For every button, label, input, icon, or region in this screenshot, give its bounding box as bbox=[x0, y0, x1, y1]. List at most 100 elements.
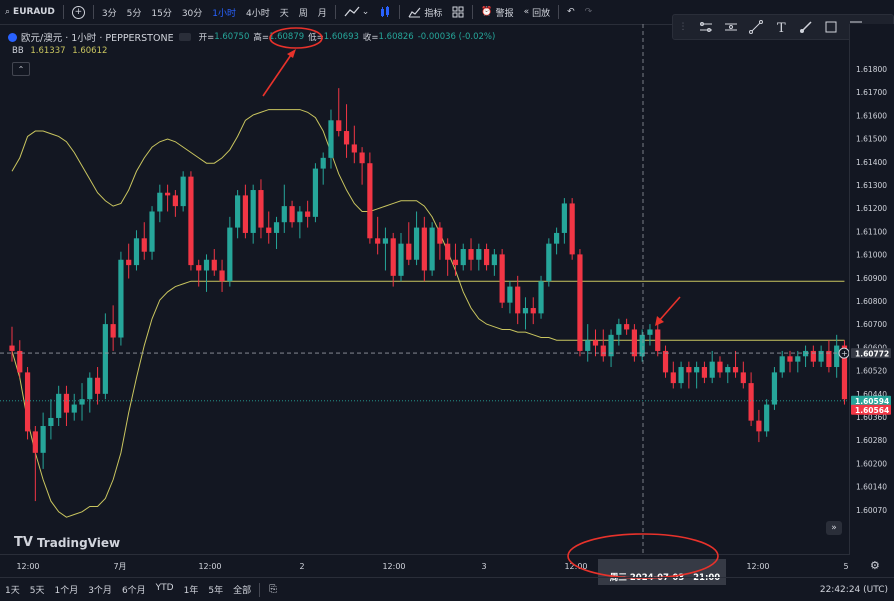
interval-8[interactable]: 月 bbox=[317, 8, 327, 19]
candle-body-40 bbox=[320, 157, 326, 169]
candle-body-83 bbox=[655, 329, 661, 351]
candle-body-30 bbox=[242, 195, 248, 233]
candle-body-72 bbox=[569, 203, 575, 255]
candle-body-94 bbox=[740, 372, 746, 384]
collapse-legend-button[interactable]: ⌃ bbox=[12, 62, 30, 76]
interval-7[interactable]: 周 bbox=[298, 8, 308, 19]
candle-body-23 bbox=[188, 176, 194, 266]
candle-body-17 bbox=[141, 238, 147, 252]
layouts-button[interactable] bbox=[447, 0, 469, 24]
axis-settings-button[interactable]: ⚙ bbox=[870, 559, 880, 572]
interval-2[interactable]: 15分 bbox=[151, 8, 172, 19]
legend-eye-icon[interactable] bbox=[178, 33, 191, 41]
range-5[interactable]: YTD bbox=[155, 583, 174, 593]
price-tick-0: 1.61800 bbox=[856, 65, 887, 74]
top-toolbar: ⌕ EURAUD + 3分 5分 15分 30分 1小时 4小时天周月 ⌄ 指标 ⏰ 警报… bbox=[0, 0, 894, 25]
price-tick-14: 1.60440 bbox=[856, 390, 887, 399]
price-axis-svg: 1.61800 1.61700 1.61600 1.61500 1.61400 1.613… bbox=[851, 65, 891, 515]
trend-lines-icon[interactable] bbox=[699, 20, 713, 34]
range-8[interactable]: 全部 bbox=[233, 586, 252, 596]
compare-button[interactable]: + bbox=[67, 0, 90, 24]
price-tick-19: 1.60070 bbox=[856, 506, 887, 515]
range-3[interactable]: 3个月 bbox=[88, 586, 112, 596]
candle-body-52 bbox=[413, 227, 420, 260]
drag-handle-icon[interactable]: ⋮ bbox=[678, 22, 688, 32]
interval-4[interactable]: 1小时 bbox=[212, 8, 237, 19]
replay-button[interactable]: « 回放 bbox=[519, 0, 556, 24]
candle-body-96 bbox=[756, 420, 762, 432]
candle-body-25 bbox=[203, 259, 210, 271]
price-tick-18: 1.60140 bbox=[856, 483, 887, 492]
bb-label: BB bbox=[12, 46, 24, 56]
scroll-to-latest-button[interactable]: » bbox=[826, 521, 842, 535]
redo-button[interactable]: ↷ bbox=[580, 0, 598, 24]
candle-body-79 bbox=[624, 324, 630, 330]
price-tag-bid: 1.60564 bbox=[851, 404, 891, 415]
range-2[interactable]: 1个月 bbox=[54, 586, 79, 596]
price-axis[interactable]: 1.61800 1.61700 1.61600 1.61500 1.61400 1.613… bbox=[849, 24, 894, 554]
candle-body-18 bbox=[149, 211, 155, 252]
price-tick-13: 1.60520 bbox=[856, 367, 887, 376]
brush-icon[interactable] bbox=[799, 20, 813, 34]
date-range-calendar-icon[interactable]: ⎘ bbox=[269, 584, 278, 595]
range-4[interactable]: 6个月 bbox=[121, 586, 146, 596]
low-value: 1.60693 bbox=[323, 32, 359, 42]
price-tick-12: 1.60600 bbox=[856, 343, 887, 352]
range-7[interactable]: 5年 bbox=[208, 586, 224, 596]
chart-type-button[interactable]: ⌄ bbox=[339, 0, 375, 24]
time-tick-6: 12:00 bbox=[564, 562, 587, 571]
candle-body-46 bbox=[367, 163, 373, 239]
candle-body-105 bbox=[826, 350, 832, 368]
price-tag-bg-crosshair bbox=[851, 348, 891, 359]
candle-body-27 bbox=[219, 270, 225, 282]
text-tool-icon[interactable]: T bbox=[774, 20, 788, 34]
interval-group: 3分 5分 15分 30分 1小时 4小时天周月 bbox=[97, 0, 332, 24]
candle-body-65 bbox=[515, 286, 521, 314]
candle-body-9 bbox=[79, 399, 85, 405]
divider bbox=[62, 5, 64, 19]
date-range-group: 1天 5天 1个月 3个月 6个月 YTD 1年 5年 全部 bbox=[0, 583, 256, 596]
range-1[interactable]: 5天 bbox=[29, 586, 45, 596]
candle-body-41 bbox=[328, 120, 334, 158]
rectangle-icon[interactable] bbox=[824, 20, 838, 34]
candle-body-66 bbox=[522, 308, 529, 314]
interval-1[interactable]: 5分 bbox=[126, 8, 142, 19]
utc-clock[interactable]: 22:42:24 (UTC) bbox=[819, 584, 888, 595]
candle-body-33 bbox=[266, 227, 272, 233]
candle-body-62 bbox=[491, 254, 497, 266]
interval-0[interactable]: 3分 bbox=[101, 8, 117, 19]
time-tick-3: 2 bbox=[299, 562, 304, 571]
symbol-search[interactable]: ⌕ EURAUD bbox=[0, 0, 60, 24]
gear-icon: ⚙ bbox=[870, 559, 880, 572]
trend-line-icon[interactable] bbox=[748, 20, 763, 34]
candle-body-101 bbox=[795, 356, 801, 362]
candle-body-60 bbox=[476, 249, 482, 260]
range-6[interactable]: 1年 bbox=[183, 586, 199, 596]
double-chevron-right-icon: » bbox=[831, 523, 837, 533]
bb-upper-value: 1.61337 bbox=[30, 46, 66, 56]
candlestick-chart[interactable]: + bbox=[0, 24, 850, 554]
candle-body-44 bbox=[351, 144, 357, 153]
candle-body-42 bbox=[336, 120, 342, 132]
candle-body-29 bbox=[235, 195, 241, 228]
candle-body-63 bbox=[499, 254, 505, 303]
undo-icon: ↶ bbox=[567, 7, 575, 17]
candle-type-button[interactable] bbox=[374, 0, 396, 24]
indicators-button[interactable]: 指标 bbox=[403, 0, 447, 24]
range-0[interactable]: 1天 bbox=[5, 586, 20, 596]
interval-5[interactable]: 4小时 bbox=[246, 8, 270, 19]
interval-3[interactable]: 30分 bbox=[181, 8, 203, 19]
candle-body-8 bbox=[71, 404, 77, 413]
candle-body-19 bbox=[157, 192, 163, 212]
price-tick-15: 1.60360 bbox=[856, 413, 887, 422]
rewind-icon: « bbox=[523, 7, 530, 17]
candle-body-39 bbox=[312, 168, 319, 217]
interval-6[interactable]: 天 bbox=[279, 8, 289, 19]
alert-button[interactable]: ⏰ 警报 bbox=[476, 0, 518, 24]
candle-body-7 bbox=[63, 393, 70, 413]
candle-body-90 bbox=[709, 361, 715, 378]
divider bbox=[259, 582, 261, 597]
alert-label: 警报 bbox=[495, 8, 514, 19]
horizontal-line-icon[interactable] bbox=[724, 20, 738, 34]
undo-button[interactable]: ↶ bbox=[562, 0, 580, 24]
